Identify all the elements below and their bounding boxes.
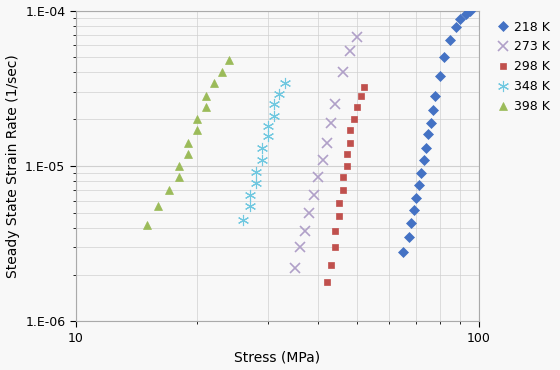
218 K [466, 9, 473, 13]
Line: 348 K: 348 K [237, 78, 290, 225]
273 K [315, 175, 321, 179]
348 K [246, 204, 253, 209]
Line: 298 K: 298 K [323, 84, 368, 285]
298 K [354, 105, 361, 109]
398 K [185, 141, 192, 145]
348 K [265, 134, 272, 139]
398 K [175, 175, 182, 179]
298 K [357, 94, 364, 99]
Line: 218 K: 218 K [400, 7, 473, 255]
273 K [301, 229, 308, 233]
298 K [351, 117, 357, 121]
273 K [332, 102, 338, 106]
398 K [226, 58, 232, 62]
348 K [265, 124, 272, 128]
298 K [332, 229, 338, 233]
273 K [354, 34, 361, 39]
348 K [276, 92, 283, 96]
298 K [328, 263, 334, 268]
218 K [408, 221, 414, 225]
298 K [339, 188, 346, 192]
Y-axis label: Steady State Strain Rate (1/sec): Steady State Strain Rate (1/sec) [6, 54, 20, 278]
273 K [306, 211, 312, 215]
273 K [339, 70, 346, 75]
348 K [259, 146, 265, 151]
273 K [328, 121, 334, 125]
398 K [194, 117, 200, 121]
348 K [270, 114, 277, 118]
218 K [400, 250, 407, 254]
298 K [335, 213, 342, 218]
273 K [292, 266, 298, 270]
273 K [347, 49, 353, 53]
273 K [297, 245, 304, 249]
218 K [436, 74, 443, 78]
218 K [447, 37, 454, 42]
398 K [194, 128, 200, 132]
398 K [185, 151, 192, 156]
298 K [347, 128, 353, 132]
348 K [240, 218, 246, 222]
398 K [218, 70, 225, 75]
218 K [405, 235, 412, 239]
348 K [270, 102, 277, 106]
398 K [211, 81, 217, 85]
348 K [253, 169, 259, 174]
218 K [425, 132, 432, 137]
398 K [155, 204, 161, 209]
218 K [463, 12, 469, 16]
298 K [339, 175, 346, 179]
218 K [453, 25, 460, 30]
Legend: 218 K, 273 K, 298 K, 348 K, 398 K: 218 K, 273 K, 298 K, 348 K, 398 K [493, 17, 554, 117]
348 K [259, 157, 265, 162]
298 K [347, 141, 353, 145]
218 K [432, 94, 438, 99]
398 K [202, 105, 209, 109]
218 K [423, 146, 430, 151]
273 K [319, 157, 326, 162]
218 K [427, 121, 434, 125]
218 K [418, 171, 424, 175]
218 K [420, 157, 427, 162]
398 K [202, 94, 209, 99]
218 K [430, 108, 436, 112]
298 K [335, 201, 342, 205]
298 K [324, 280, 330, 284]
398 K [165, 188, 172, 192]
273 K [311, 193, 318, 197]
348 K [281, 81, 288, 85]
Line: 398 K: 398 K [143, 56, 233, 229]
Line: 273 K: 273 K [290, 32, 362, 273]
218 K [416, 183, 422, 188]
298 K [343, 151, 350, 156]
298 K [361, 85, 367, 90]
348 K [253, 181, 259, 185]
218 K [413, 196, 419, 201]
218 K [410, 208, 417, 212]
X-axis label: Stress (MPa): Stress (MPa) [234, 350, 320, 364]
298 K [343, 164, 350, 168]
398 K [143, 222, 150, 227]
218 K [441, 55, 447, 60]
298 K [332, 245, 338, 249]
273 K [324, 141, 330, 145]
348 K [246, 193, 253, 197]
398 K [175, 164, 182, 168]
218 K [457, 17, 464, 21]
